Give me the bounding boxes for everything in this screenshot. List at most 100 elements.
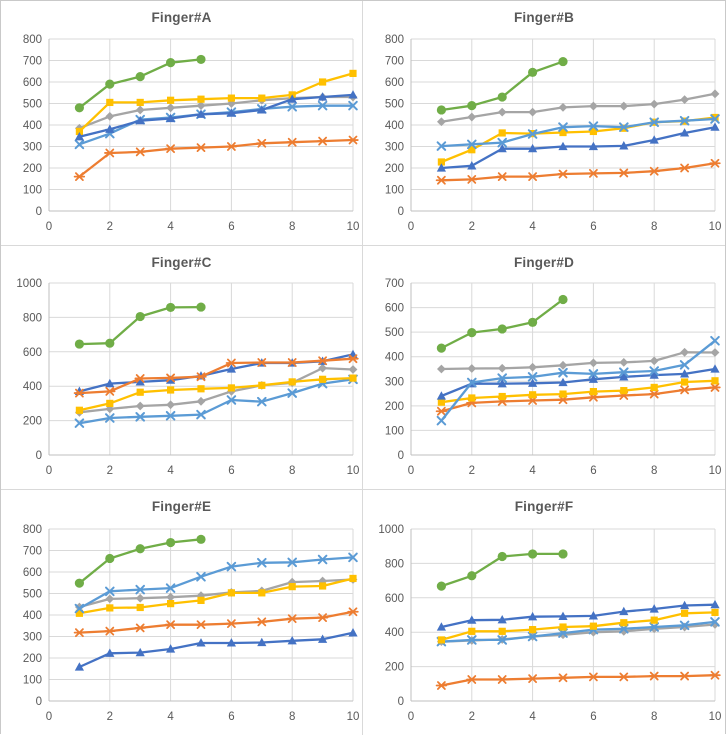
svg-text:4: 4 (529, 711, 536, 723)
chart-panel-finger-f: Finger#F 0 200 400 600 800 1000 0 2 4 6 8 10 (363, 490, 725, 735)
svg-text:6: 6 (228, 465, 234, 477)
svg-text:8: 8 (289, 711, 295, 723)
svg-text:4: 4 (529, 221, 536, 233)
svg-text:0: 0 (36, 450, 42, 462)
svg-text:100: 100 (23, 185, 42, 197)
svg-text:1000: 1000 (16, 278, 42, 290)
svg-text:2: 2 (107, 465, 113, 477)
svg-text:2: 2 (107, 711, 113, 723)
svg-text:200: 200 (385, 401, 404, 413)
svg-text:4: 4 (167, 711, 174, 723)
svg-text:8: 8 (289, 221, 295, 233)
svg-text:600: 600 (385, 77, 404, 89)
svg-text:500: 500 (23, 99, 42, 111)
svg-text:8: 8 (289, 465, 295, 477)
chart-panel-finger-d: Finger#D 0 100 200 300 400 500 600 700 0 2 4 6 8 10 (363, 246, 725, 490)
svg-text:600: 600 (385, 303, 404, 315)
chart-title: Finger#D (513, 255, 575, 270)
svg-text:0: 0 (46, 221, 52, 233)
svg-text:2: 2 (469, 465, 475, 477)
svg-text:0: 0 (398, 450, 404, 462)
svg-text:800: 800 (23, 312, 42, 324)
svg-text:0: 0 (36, 206, 42, 218)
chart-title: Finger#B (513, 10, 575, 25)
svg-text:100: 100 (385, 185, 404, 197)
svg-text:700: 700 (23, 56, 42, 68)
svg-text:800: 800 (23, 524, 42, 536)
svg-text:800: 800 (23, 34, 42, 46)
chart-panel-finger-e: Finger#E 0 100 200 300 400 500 600 700 800 0 2 4 6 8 1… (1, 490, 363, 735)
svg-text:200: 200 (23, 163, 42, 175)
svg-text:500: 500 (385, 99, 404, 111)
svg-text:8: 8 (651, 711, 657, 723)
svg-text:400: 400 (385, 352, 404, 364)
svg-text:300: 300 (385, 142, 404, 154)
svg-text:300: 300 (23, 142, 42, 154)
svg-text:10: 10 (709, 711, 722, 723)
svg-text:6: 6 (228, 221, 234, 233)
line-chart-finger-c: 0 200 400 600 800 1000 0 2 4 6 8 10 (16, 278, 360, 477)
line-chart-finger-f: 0 200 400 600 800 1000 0 2 4 6 8 10 (378, 524, 722, 723)
svg-text:200: 200 (385, 662, 404, 674)
svg-text:6: 6 (590, 711, 596, 723)
svg-text:8: 8 (651, 465, 657, 477)
svg-text:0: 0 (398, 696, 404, 708)
svg-text:6: 6 (590, 465, 596, 477)
svg-text:0: 0 (46, 465, 52, 477)
svg-text:600: 600 (23, 347, 42, 359)
svg-text:4: 4 (529, 465, 536, 477)
svg-text:8: 8 (651, 221, 657, 233)
chart-title: Finger#C (151, 255, 212, 270)
svg-text:0: 0 (408, 221, 414, 233)
svg-text:800: 800 (385, 558, 404, 570)
svg-text:2: 2 (469, 221, 475, 233)
svg-text:500: 500 (23, 589, 42, 601)
svg-text:800: 800 (385, 34, 404, 46)
line-chart-finger-b: 0 100 200 300 400 500 600 700 800 0 2 4 6 8 10 (385, 34, 722, 233)
svg-text:400: 400 (385, 120, 404, 132)
chart-title: Finger#A (151, 10, 212, 25)
svg-text:700: 700 (385, 56, 404, 68)
svg-text:0: 0 (398, 206, 404, 218)
svg-text:2: 2 (469, 711, 475, 723)
svg-text:700: 700 (23, 546, 42, 558)
svg-text:600: 600 (385, 593, 404, 605)
svg-text:1000: 1000 (378, 524, 404, 536)
svg-text:400: 400 (385, 627, 404, 639)
chart-panel-finger-a: Finger#A 0 100 200 300 400 500 600 700 800 0 2 4 6 8 1… (1, 1, 363, 246)
svg-text:400: 400 (23, 120, 42, 132)
svg-text:10: 10 (347, 711, 360, 723)
chart-title: Finger#F (514, 499, 574, 514)
svg-text:200: 200 (23, 653, 42, 665)
line-chart-finger-e: 0 100 200 300 400 500 600 700 800 0 2 4 6 8 10 (23, 524, 360, 723)
svg-text:700: 700 (385, 278, 404, 290)
chart-panel-finger-c: Finger#C 0 200 400 600 800 1000 0 2 4 6 8 10 (1, 246, 363, 490)
svg-text:200: 200 (385, 163, 404, 175)
svg-text:100: 100 (385, 425, 404, 437)
svg-text:0: 0 (408, 465, 414, 477)
svg-text:400: 400 (23, 381, 42, 393)
chart-title: Finger#E (151, 499, 212, 514)
svg-text:600: 600 (23, 567, 42, 579)
svg-text:4: 4 (167, 221, 174, 233)
svg-text:0: 0 (46, 711, 52, 723)
svg-text:300: 300 (385, 376, 404, 388)
svg-text:300: 300 (23, 632, 42, 644)
chart-panel-finger-b: Finger#B 0 100 200 300 400 500 600 700 800 0 2 4 6 8 1… (363, 1, 725, 246)
svg-text:2: 2 (107, 221, 113, 233)
svg-text:4: 4 (167, 465, 174, 477)
line-chart-finger-a: 0 100 200 300 400 500 600 700 800 0 2 4 6 8 10 (23, 34, 360, 233)
svg-text:6: 6 (590, 221, 596, 233)
svg-text:10: 10 (347, 465, 360, 477)
svg-text:100: 100 (23, 675, 42, 687)
svg-text:10: 10 (709, 465, 722, 477)
svg-text:500: 500 (385, 327, 404, 339)
svg-text:0: 0 (408, 711, 414, 723)
svg-text:10: 10 (347, 221, 360, 233)
svg-text:0: 0 (36, 696, 42, 708)
line-chart-finger-d: 0 100 200 300 400 500 600 700 0 2 4 6 8 10 (385, 278, 722, 477)
svg-text:400: 400 (23, 610, 42, 622)
svg-text:600: 600 (23, 77, 42, 89)
svg-text:6: 6 (228, 711, 234, 723)
